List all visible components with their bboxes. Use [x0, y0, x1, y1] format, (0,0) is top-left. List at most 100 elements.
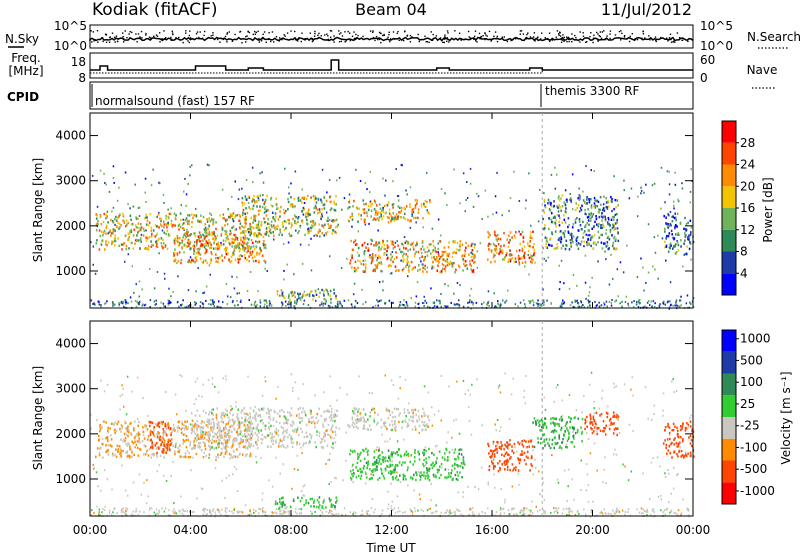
range-cell — [334, 305, 337, 308]
range-cell — [317, 288, 320, 291]
range-cell — [622, 463, 624, 466]
range-cell — [222, 377, 225, 380]
echo-cell — [417, 250, 420, 254]
echo-cell — [224, 452, 227, 455]
nsearch-dot — [254, 37, 256, 39]
range-cell — [116, 199, 119, 202]
echo-cell — [418, 264, 420, 267]
echo-cell — [232, 225, 235, 228]
range-cell — [605, 258, 607, 261]
echo-cell — [493, 248, 496, 251]
echo-cell — [274, 430, 276, 433]
echo-cell — [570, 232, 573, 236]
echo-cell — [290, 414, 293, 417]
echo-cell — [225, 443, 227, 446]
freq-panel-frame — [89, 52, 694, 79]
echo-cell — [309, 213, 311, 216]
echo-cell — [144, 445, 147, 448]
echo-cell — [230, 214, 232, 218]
range-cell — [632, 429, 634, 432]
range-cell — [147, 415, 149, 417]
range-cell — [174, 393, 177, 396]
range-cell — [623, 189, 625, 192]
echo-cell — [211, 252, 213, 256]
echo-cell — [594, 220, 596, 223]
range-cell — [254, 405, 256, 408]
echo-cell — [495, 234, 497, 238]
echo-cell — [577, 197, 579, 200]
range-cell — [121, 393, 124, 396]
echo-cell — [617, 204, 619, 207]
echo-cell — [232, 238, 234, 241]
echo-cell — [586, 222, 588, 225]
echo-cell — [614, 227, 617, 230]
echo-cell — [198, 252, 200, 256]
echo-cell — [204, 230, 206, 234]
range-cell — [398, 306, 400, 309]
echo-cell — [202, 233, 204, 236]
nsearch-dot — [597, 38, 599, 41]
echo-cell — [99, 214, 101, 217]
echo-cell — [374, 201, 377, 204]
echo-cell — [120, 454, 122, 457]
velocity-data-layer — [90, 371, 695, 518]
echo-cell — [392, 243, 395, 246]
echo-cell — [169, 448, 171, 451]
echo-cell — [266, 194, 268, 198]
nsearch-dot — [670, 41, 673, 43]
range-cell — [647, 417, 649, 420]
range-cell — [194, 380, 197, 383]
range-cell — [252, 181, 254, 184]
echo-cell — [175, 214, 177, 217]
echo-cell — [590, 198, 592, 201]
range-cell — [225, 283, 228, 285]
range-cell — [396, 440, 399, 443]
echo-cell — [465, 246, 467, 250]
echo-cell — [354, 239, 357, 242]
range-cell — [266, 301, 268, 304]
nsearch-dot — [101, 37, 104, 39]
echo-cell — [161, 422, 164, 426]
echo-cell — [95, 242, 98, 245]
nsearch-dot — [486, 35, 488, 37]
range-cell — [615, 299, 618, 302]
echo-cell — [393, 219, 396, 222]
range-cell — [471, 507, 474, 510]
range-cell — [394, 241, 397, 244]
range-cell — [257, 512, 260, 515]
range-cell — [471, 513, 474, 516]
echo-cell — [310, 224, 313, 227]
range-cell — [690, 258, 692, 261]
echo-cell — [179, 242, 181, 245]
echo-cell — [395, 213, 398, 216]
range-cell — [275, 397, 277, 400]
echo-cell — [390, 240, 393, 243]
range-cell — [336, 303, 339, 306]
range-cell — [404, 304, 406, 307]
range-cell — [307, 304, 310, 306]
range-cell — [659, 465, 661, 468]
echo-cell — [388, 264, 390, 268]
echo-cell — [105, 232, 107, 235]
nsearch-dot — [496, 37, 498, 39]
range-cell — [248, 434, 250, 436]
echo-cell — [590, 212, 592, 215]
range-cell — [195, 290, 197, 293]
echo-cell — [406, 259, 409, 262]
range-cell — [389, 272, 392, 275]
echo-cell — [543, 200, 546, 203]
echo-cell — [172, 444, 174, 447]
range-cell — [302, 213, 305, 216]
range-cell — [100, 304, 102, 307]
range-cell — [193, 510, 195, 513]
echo-cell — [401, 242, 403, 246]
echo-cell — [215, 455, 217, 459]
echo-cell — [208, 453, 211, 456]
nsearch-dot — [129, 31, 131, 33]
echo-cell — [324, 298, 327, 302]
echo-cell — [550, 244, 553, 247]
range-cell — [499, 429, 501, 432]
range-cell — [464, 393, 466, 395]
range-cell — [393, 507, 396, 510]
range-cell — [668, 307, 671, 310]
